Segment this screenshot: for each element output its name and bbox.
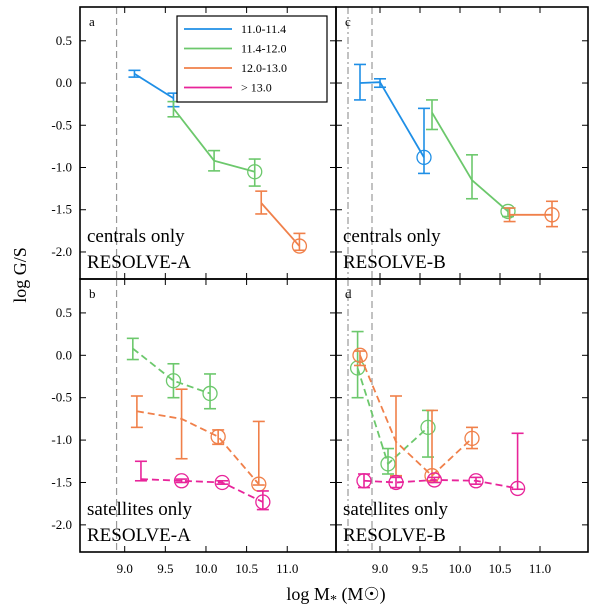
x-tick-label: 9.0 (117, 561, 133, 576)
x-tick-label: 11.0 (276, 561, 298, 576)
panel-letter: c (345, 14, 351, 29)
y-tick-label: -2.0 (51, 244, 72, 259)
series-b-1 (130, 388, 267, 492)
legend-label: > 13.0 (241, 81, 272, 95)
x-axis-title-main: log M (286, 584, 330, 604)
y-tick-label: 0.0 (56, 347, 72, 362)
x-axis-title-unit-close: ) (380, 584, 386, 605)
data-point-circle (420, 419, 436, 436)
series-line (356, 367, 429, 466)
x-tick-label: 11.0 (529, 561, 551, 576)
y-tick-label: 0.5 (56, 305, 72, 320)
data-point-circle (352, 347, 368, 363)
series-c-2 (503, 200, 560, 228)
x-axis-title-unit-open: (M (337, 584, 364, 605)
series-b-0 (126, 337, 218, 410)
series-line (260, 202, 301, 247)
panels-group: -2.0 -1.5 -1.0 -0.5 0.0 0.5 a centrals only RESO… (51, 6, 589, 576)
data-point-circle (380, 456, 396, 472)
series-line (140, 478, 264, 503)
y-tick-label: -1.0 (51, 159, 72, 174)
data-point-circle (202, 385, 218, 402)
panel-letter: d (345, 286, 352, 301)
y-tick-label: -2.0 (51, 517, 72, 532)
panel-b: -2.0 -1.5 -1.0 -0.5 0.0 0.5 9.0 9.5 10.0 10.5 11.0… (51, 278, 337, 576)
data-point-circle (356, 473, 372, 489)
x-tick-label: 10.5 (235, 561, 258, 576)
series-line (359, 81, 425, 158)
data-point-circle (388, 474, 404, 491)
panel-label-survey: RESOLVE-A (87, 525, 191, 546)
panel-label-survey: RESOLVE-A (87, 252, 191, 273)
y-tick-label: -0.5 (51, 117, 72, 132)
panel-letter: a (89, 14, 95, 29)
series-line (359, 354, 473, 477)
y-tick-label: -1.5 (51, 202, 72, 217)
data-point-circle (544, 207, 560, 223)
series-c-0 (354, 63, 432, 175)
series-c-1 (426, 99, 516, 220)
legend-label: 12.0-13.0 (241, 61, 287, 75)
x-tick-label: 10.0 (449, 561, 472, 576)
panel-d: 9.0 9.5 10.0 10.5 11.0 d satellites only RESOLV… (335, 278, 589, 576)
data-point-circle (165, 373, 182, 389)
series-line (136, 410, 260, 485)
y-tick-label: -1.5 (51, 474, 72, 489)
panel-frame (335, 278, 589, 553)
panel-c: c centrals only RESOLVE-B (335, 6, 589, 280)
x-axis-title: log M* (M☉) (286, 584, 385, 606)
panel-label-selection: centrals only (343, 226, 441, 247)
data-point-circle (247, 164, 263, 180)
panel-label-selection: centrals only (87, 226, 185, 247)
legend-label: 11.0-11.4 (241, 22, 286, 36)
legend-label: 11.4-12.0 (241, 42, 287, 56)
x-axis-title-sun-symbol: ☉ (363, 584, 379, 604)
legend: 11.0-11.4 11.4-12.0 12.0-13.0 > 13.0 (176, 15, 328, 103)
data-point-circle (214, 474, 230, 491)
data-point-circle (255, 494, 271, 510)
panel-label-survey: RESOLVE-B (343, 525, 446, 546)
series-d-0 (349, 330, 436, 475)
data-point-circle (173, 473, 190, 489)
x-tick-label: 10.0 (195, 561, 218, 576)
x-axis-title-subscript: * (330, 593, 337, 606)
y-tick-label: 0.5 (56, 33, 72, 48)
panel-letter: b (89, 286, 96, 301)
y-tick-label: 0.0 (56, 75, 72, 90)
series-a-2 (255, 190, 308, 254)
x-tick-label: 9.5 (412, 561, 428, 576)
data-point-circle (416, 149, 432, 166)
data-point-circle (210, 429, 226, 445)
panel-a: -2.0 -1.5 -1.0 -0.5 0.0 0.5 a centrals only RESO… (51, 6, 337, 280)
panel-label-survey: RESOLVE-B (343, 252, 446, 273)
x-tick-label: 9.5 (157, 561, 173, 576)
x-tick-label: 9.0 (372, 561, 388, 576)
series-d-2 (356, 432, 526, 497)
data-point-circle (509, 480, 526, 497)
data-point-circle (426, 472, 443, 488)
data-point-circle (464, 430, 480, 447)
data-point-circle (291, 238, 308, 254)
series-b-2 (134, 460, 271, 511)
panel-label-selection: satellites only (343, 499, 449, 520)
y-tick-label: -1.0 (51, 432, 72, 447)
x-tick-label: 10.5 (489, 561, 512, 576)
panel-label-selection: satellites only (87, 499, 193, 520)
series-line (133, 72, 174, 99)
series-line (431, 112, 509, 213)
y-tick-label: -0.5 (51, 390, 72, 405)
y-axis-title: log G/S (10, 247, 30, 303)
data-point-circle (500, 203, 516, 220)
series-a-1 (167, 100, 263, 187)
series-line (132, 347, 211, 395)
data-point-circle (468, 473, 484, 489)
